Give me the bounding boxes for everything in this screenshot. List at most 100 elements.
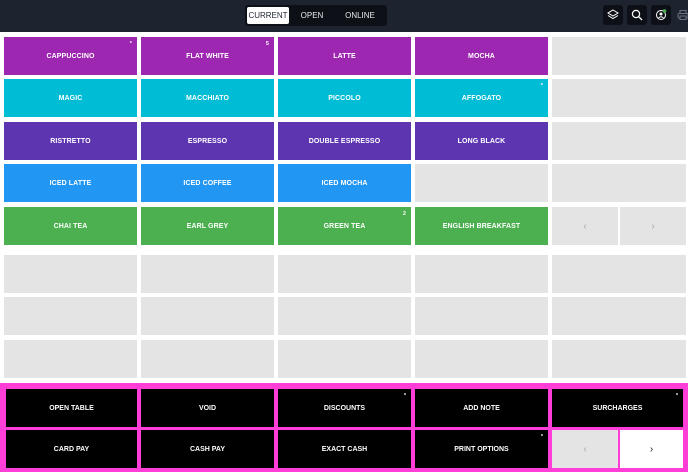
product-affogato[interactable]: AFFOGATO *	[415, 79, 548, 117]
empty-slot	[4, 255, 137, 293]
actions-prev-page-button[interactable]: ‹	[552, 430, 618, 468]
tab-online[interactable]: ONLINE	[345, 11, 375, 20]
product-badge: 2	[402, 211, 406, 217]
actions-next-page-button[interactable]: ›	[620, 430, 683, 468]
sync-user-icon	[656, 9, 667, 20]
product-english-breakfast[interactable]: ENGLISH BREAKFAST	[415, 207, 548, 245]
product-label: EARL GREY	[186, 222, 229, 230]
product-long-black[interactable]: LONG BLACK	[415, 122, 548, 160]
product-label: CHAI TEA	[53, 222, 88, 230]
action-label: SURCHARGES	[592, 404, 643, 412]
empty-slot	[552, 37, 686, 75]
product-label: ESPRESSO	[187, 137, 228, 145]
empty-slot	[278, 297, 411, 335]
action-label: PRINT OPTIONS	[454, 445, 509, 453]
chevron-left-icon: ‹	[583, 220, 587, 232]
product-label: ENGLISH BREAKFAST	[442, 222, 521, 230]
product-label: ICED COFFEE	[183, 179, 232, 187]
top-bar: CURRENT OPEN ONLINE	[0, 0, 688, 32]
product-green-tea[interactable]: GREEN TEA 2	[278, 207, 411, 245]
product-label: AFFOGATO	[461, 94, 502, 102]
empty-slot	[415, 297, 548, 335]
empty-slot	[552, 255, 686, 293]
action-badge: *	[540, 434, 543, 440]
print-options-button[interactable]: PRINT OPTIONS *	[415, 430, 548, 468]
open-table-button[interactable]: OPEN TABLE	[6, 389, 137, 427]
empty-slot	[141, 297, 274, 335]
product-iced-mocha[interactable]: ICED MOCHA	[278, 164, 411, 202]
search-button[interactable]	[627, 5, 647, 25]
layers-icon	[607, 9, 619, 20]
search-icon	[631, 9, 643, 21]
product-chai-tea[interactable]: CHAI TEA	[4, 207, 137, 245]
empty-slot	[552, 79, 686, 117]
product-label: DOUBLE ESPRESSO	[308, 137, 381, 145]
layers-button[interactable]	[603, 5, 623, 25]
empty-slot	[141, 340, 274, 378]
order-view-tabs: CURRENT OPEN ONLINE	[245, 5, 387, 26]
add-note-button[interactable]: ADD NOTE	[415, 389, 548, 427]
product-badge: *	[540, 83, 543, 89]
action-label: EXACT CASH	[321, 445, 368, 453]
product-iced-latte[interactable]: ICED LATTE	[4, 164, 137, 202]
empty-slot	[415, 255, 548, 293]
empty-slot	[415, 164, 548, 202]
product-label: MACCHIATO	[185, 94, 230, 102]
discounts-button[interactable]: DISCOUNTS *	[278, 389, 411, 427]
action-label: CASH PAY	[189, 445, 225, 453]
exact-cash-button[interactable]: EXACT CASH	[278, 430, 411, 468]
empty-slot	[552, 122, 686, 160]
product-mocha[interactable]: MOCHA	[415, 37, 548, 75]
product-label: MOCHA	[468, 52, 495, 60]
tab-current[interactable]: CURRENT	[247, 7, 289, 24]
void-button[interactable]: VOID	[141, 389, 274, 427]
product-ristretto[interactable]: RISTRETTO	[4, 122, 137, 160]
product-magic[interactable]: MAGIC	[4, 79, 137, 117]
action-label: DISCOUNTS	[323, 404, 366, 412]
product-label: ICED LATTE	[49, 179, 92, 187]
product-flat-white[interactable]: FLAT WHITE 5	[141, 37, 274, 75]
product-cappuccino[interactable]: CAPPUCCINO *	[4, 37, 137, 75]
products-next-page-button[interactable]: ›	[620, 207, 686, 245]
empty-slot	[552, 297, 686, 335]
action-label: OPEN TABLE	[49, 404, 94, 412]
empty-slot	[552, 340, 686, 378]
product-label: MAGIC	[58, 94, 83, 102]
empty-slot	[415, 340, 548, 378]
action-badge: *	[675, 393, 678, 399]
product-earl-grey[interactable]: EARL GREY	[141, 207, 274, 245]
products-prev-page-button[interactable]: ‹	[552, 207, 618, 245]
action-label: CARD PAY	[53, 445, 90, 453]
product-double-espresso[interactable]: DOUBLE ESPRESSO	[278, 122, 411, 160]
product-label: PICCOLO	[328, 94, 361, 102]
product-macchiato[interactable]: MACCHIATO	[141, 79, 274, 117]
chevron-right-icon: ›	[651, 220, 655, 232]
product-label: LONG BLACK	[457, 137, 506, 145]
product-badge: *	[129, 41, 132, 47]
tab-open[interactable]: OPEN	[300, 11, 324, 20]
product-label: LATTE	[333, 52, 356, 60]
sync-user-button[interactable]	[651, 5, 671, 25]
product-badge: 5	[265, 41, 269, 47]
card-pay-button[interactable]: CARD PAY	[6, 430, 137, 468]
product-iced-coffee[interactable]: ICED COFFEE	[141, 164, 274, 202]
action-label: ADD NOTE	[463, 404, 500, 412]
empty-slot	[278, 255, 411, 293]
empty-slot	[141, 255, 274, 293]
surcharges-button[interactable]: SURCHARGES *	[552, 389, 683, 427]
product-label: FLAT WHITE	[186, 52, 229, 60]
product-espresso[interactable]: ESPRESSO	[141, 122, 274, 160]
chevron-right-icon: ›	[649, 443, 654, 455]
chevron-left-icon: ‹	[583, 443, 587, 455]
product-label: RISTRETTO	[50, 137, 91, 145]
product-latte[interactable]: LATTE	[278, 37, 411, 75]
product-label: ICED MOCHA	[321, 179, 368, 187]
empty-slot	[4, 297, 137, 335]
cash-pay-button[interactable]: CASH PAY	[141, 430, 274, 468]
action-badge: *	[403, 393, 406, 399]
printer-icon	[677, 10, 688, 20]
printer-button[interactable]	[676, 5, 688, 25]
empty-slot	[278, 340, 411, 378]
product-piccolo[interactable]: PICCOLO	[278, 79, 411, 117]
empty-slot	[4, 340, 137, 378]
